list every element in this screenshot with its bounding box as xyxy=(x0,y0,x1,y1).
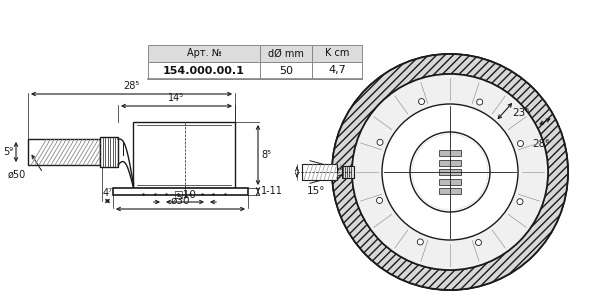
Text: 14⁵: 14⁵ xyxy=(169,93,185,103)
Circle shape xyxy=(476,99,482,105)
Circle shape xyxy=(377,139,383,145)
Text: 23⁵: 23⁵ xyxy=(512,108,529,118)
Bar xyxy=(260,45,312,62)
Bar xyxy=(113,188,248,195)
Circle shape xyxy=(517,140,523,146)
Text: Арт. №: Арт. № xyxy=(187,49,221,58)
Bar xyxy=(312,45,362,62)
Bar xyxy=(133,122,235,188)
Text: K cm: K cm xyxy=(325,49,349,58)
Bar xyxy=(148,62,260,79)
Text: 28⁶: 28⁶ xyxy=(532,139,550,149)
Text: 50: 50 xyxy=(279,65,293,76)
Circle shape xyxy=(418,239,424,245)
Bar xyxy=(439,178,461,184)
Bar xyxy=(28,139,100,165)
Bar xyxy=(439,188,461,194)
Circle shape xyxy=(332,54,568,290)
Wedge shape xyxy=(332,54,568,290)
Text: 5⁹: 5⁹ xyxy=(3,147,13,157)
Text: 28⁵: 28⁵ xyxy=(124,81,140,91)
Circle shape xyxy=(419,98,425,104)
Text: 4⁷: 4⁷ xyxy=(103,188,113,198)
Bar xyxy=(439,160,461,166)
Bar xyxy=(312,62,362,79)
Text: 4,7: 4,7 xyxy=(328,65,346,76)
Circle shape xyxy=(410,132,490,212)
Bar xyxy=(439,150,461,156)
Text: 1-11: 1-11 xyxy=(261,187,283,196)
Circle shape xyxy=(352,74,548,270)
Text: ø30: ø30 xyxy=(171,196,190,206)
Circle shape xyxy=(377,197,383,203)
Text: □10: □10 xyxy=(173,190,196,200)
Bar xyxy=(260,62,312,79)
Bar xyxy=(439,169,461,175)
Bar xyxy=(100,137,118,167)
Text: 154.000.00.1: 154.000.00.1 xyxy=(163,65,245,76)
Circle shape xyxy=(332,54,568,290)
Bar xyxy=(148,45,260,62)
Text: ø50: ø50 xyxy=(8,170,26,180)
Text: 8⁵: 8⁵ xyxy=(261,150,271,160)
Text: dØ mm: dØ mm xyxy=(268,49,304,58)
Bar xyxy=(342,166,354,178)
Bar xyxy=(302,164,337,180)
Circle shape xyxy=(382,104,518,240)
Circle shape xyxy=(475,239,481,245)
Circle shape xyxy=(517,199,523,205)
Circle shape xyxy=(352,74,548,270)
Text: 15°: 15° xyxy=(307,186,325,196)
